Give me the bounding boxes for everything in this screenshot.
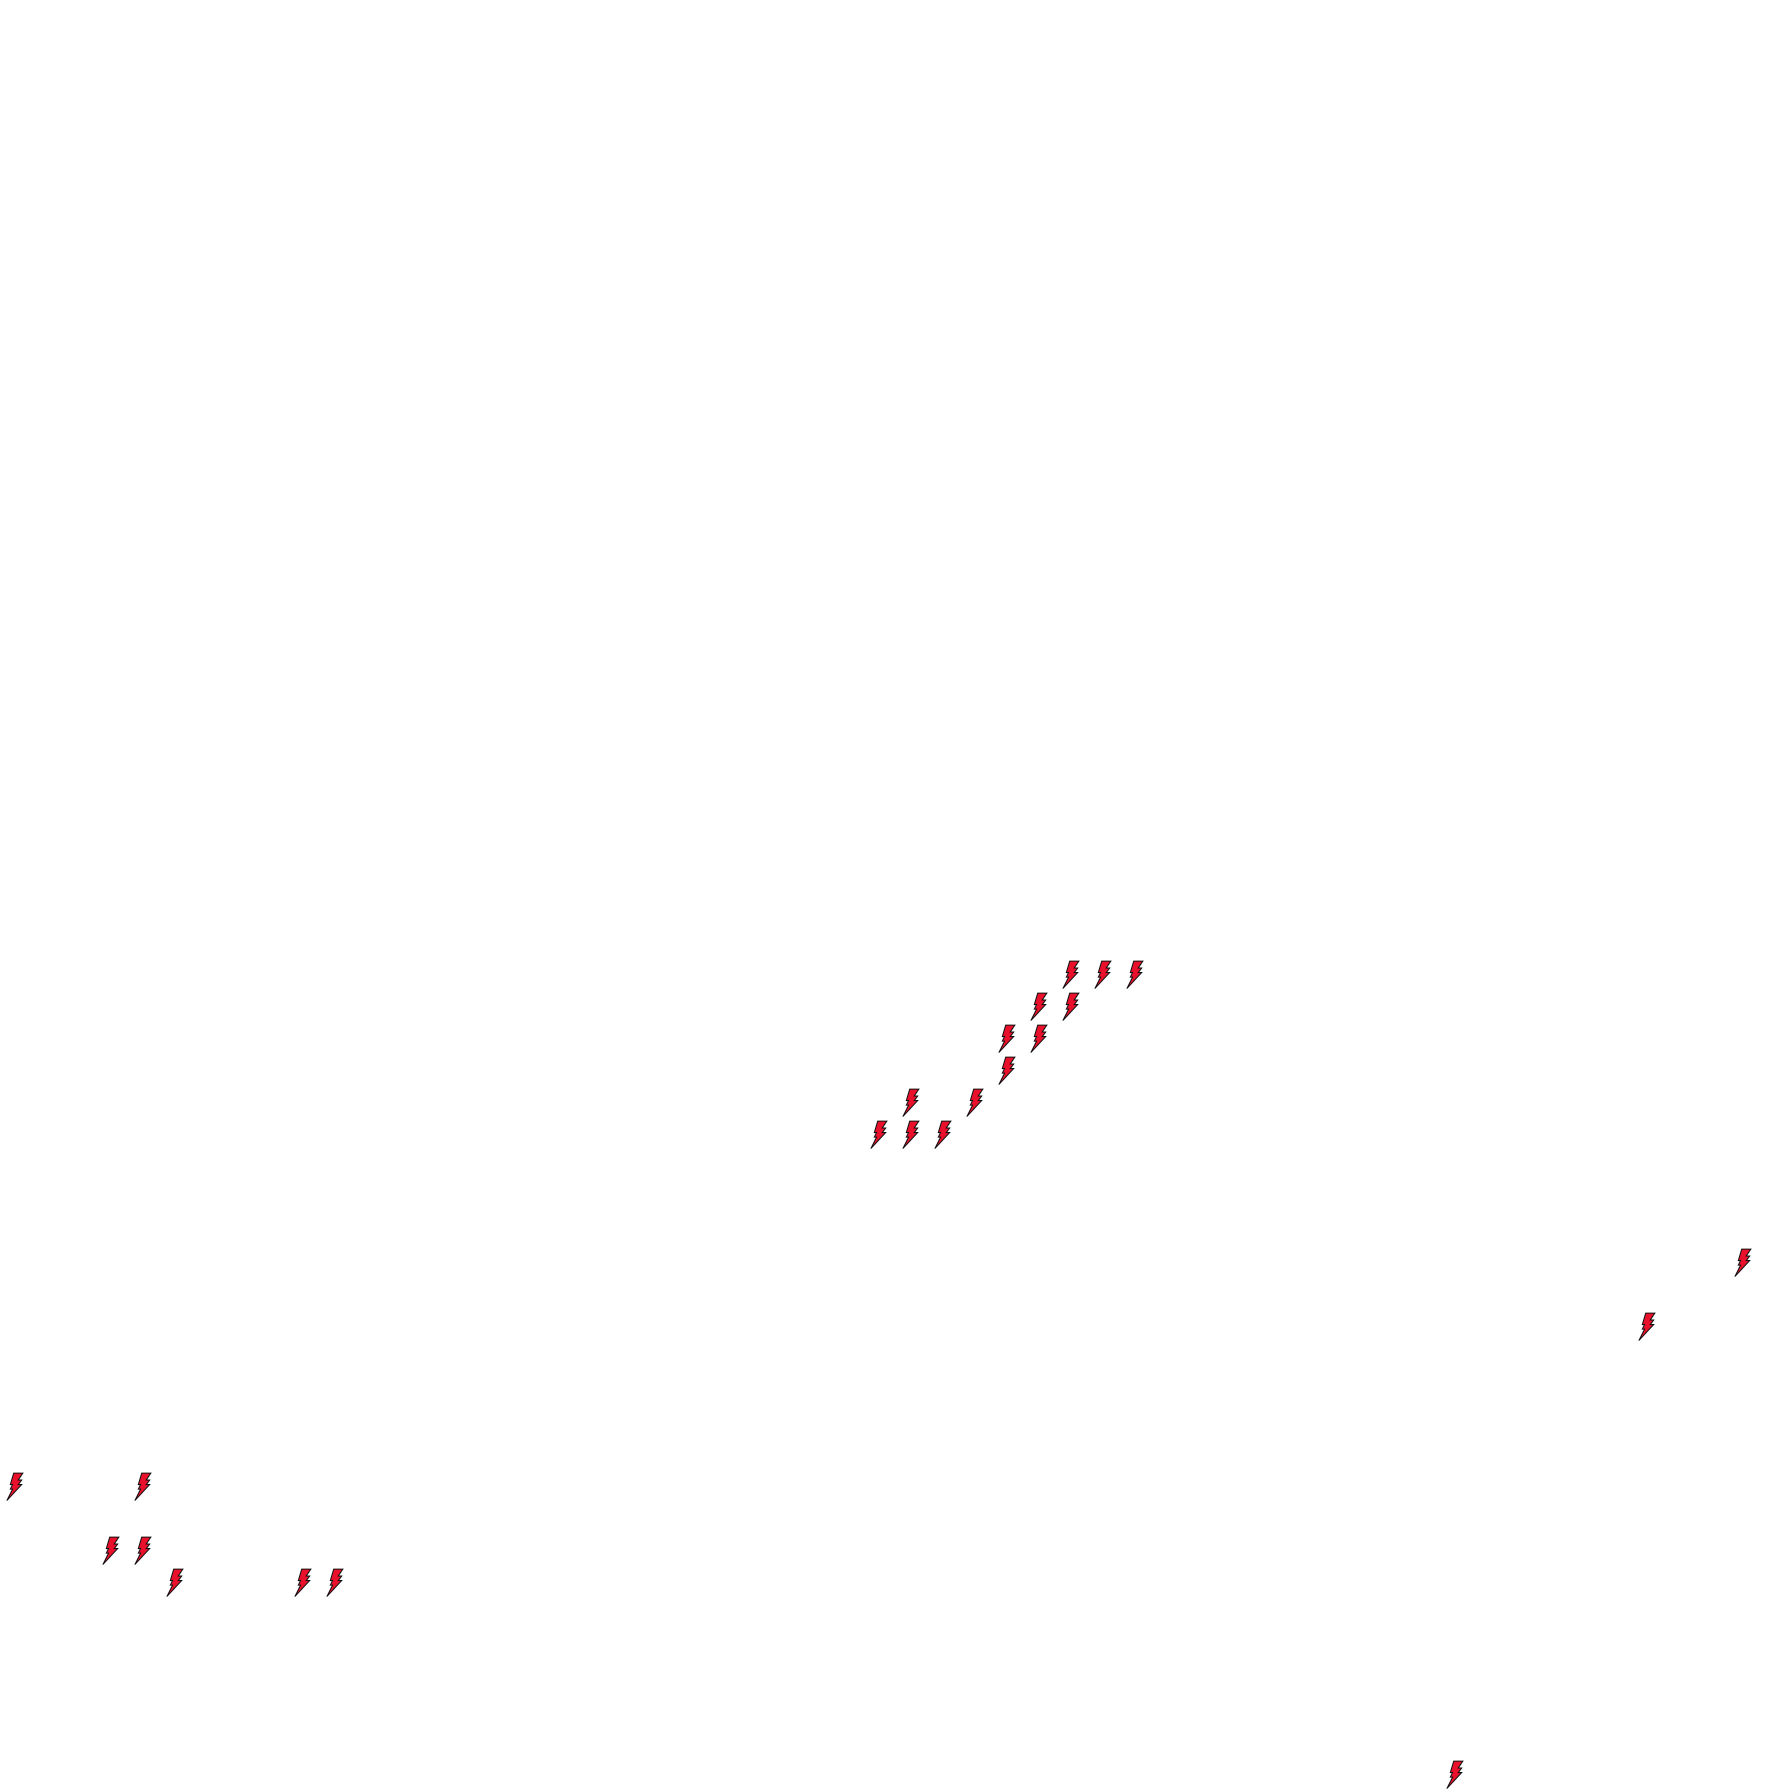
page-body: (() => { const data = JSON.parse(documen… [0, 0, 1792, 1792]
page: Map markers {} html, body { margin: 0; p… [0, 0, 1792, 1792]
map [0, 0, 1792, 1792]
map-background [0, 0, 1792, 1792]
